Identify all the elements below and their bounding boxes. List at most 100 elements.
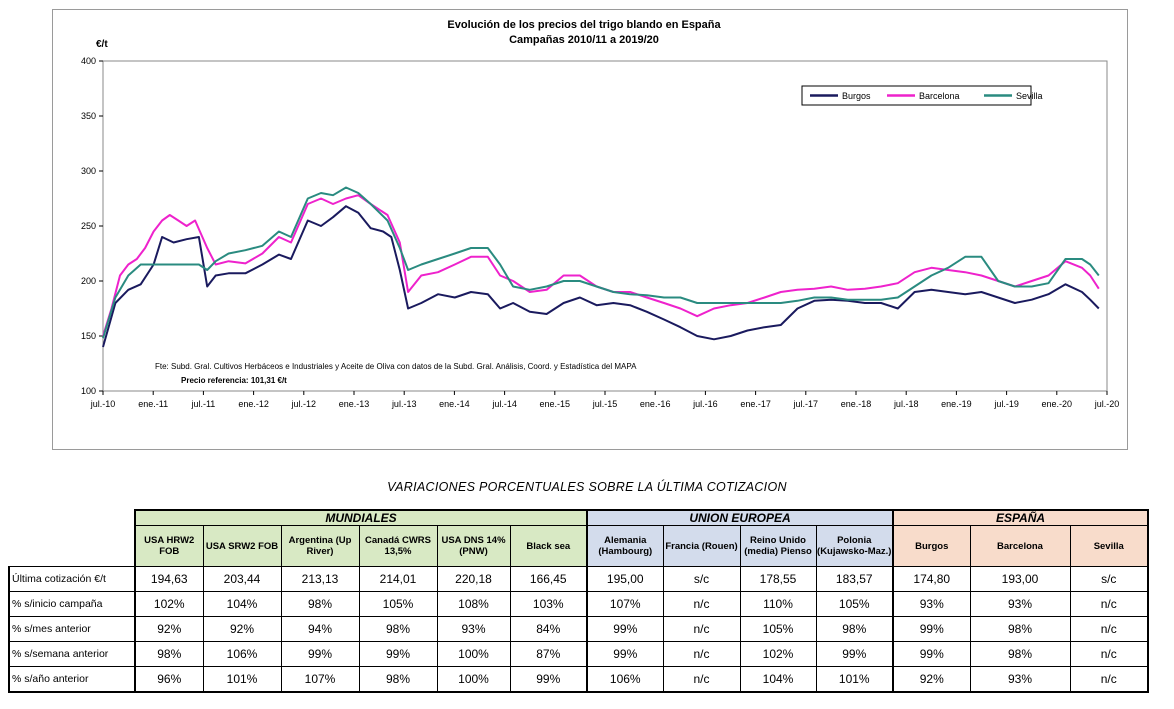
- legend-label: Sevilla: [1016, 91, 1043, 101]
- legend-label: Burgos: [842, 91, 871, 101]
- table-cell: 96%: [134, 666, 204, 693]
- table-cell: n/c: [662, 616, 741, 642]
- table-cell: 99%: [358, 641, 438, 667]
- table-cell: 84%: [509, 616, 588, 642]
- table-cell: 98%: [280, 591, 360, 617]
- source-note: Fte: Subd. Gral. Cultivos Herbáceos e In…: [155, 362, 637, 371]
- table-title: VARIACIONES PORCENTUALES SOBRE LA ÚLTIMA…: [387, 480, 787, 494]
- table-cell: 99%: [509, 666, 588, 693]
- column-header: USA HRW2 FOB: [134, 525, 204, 567]
- table-cell: n/c: [1069, 616, 1149, 642]
- table-cell: 99%: [892, 641, 971, 667]
- column-header: Black sea: [509, 525, 588, 567]
- group-header: UNION EUROPEA: [586, 509, 894, 526]
- table-cell: 103%: [509, 591, 588, 617]
- y-tick-label: 400: [81, 56, 96, 66]
- group-header: MUNDIALES: [134, 509, 588, 526]
- table-cell: 100%: [436, 641, 511, 667]
- x-tick-label: ene.-11: [138, 399, 168, 409]
- y-axis-label: €/t: [96, 39, 108, 50]
- y-tick-label: 100: [81, 386, 96, 396]
- table-cell: 195,00: [586, 566, 664, 592]
- chart-subtitle: Campañas 2010/11 a 2019/20: [509, 34, 659, 46]
- x-tick-label: ene.-12: [238, 399, 269, 409]
- table-cell: 98%: [969, 641, 1071, 667]
- table-cell: 93%: [436, 616, 511, 642]
- series-line-burgos: [102, 205, 1100, 348]
- column-header: Barcelona: [969, 525, 1071, 567]
- chart-title: Evolución de los precios del trigo bland…: [447, 19, 721, 31]
- x-tick-label: jul.-13: [391, 399, 417, 409]
- table-cell: 174,80: [892, 566, 971, 592]
- series-line-sevilla: [102, 186, 1100, 339]
- table-cell: 214,01: [358, 566, 438, 592]
- x-tick-label: ene.-13: [339, 399, 370, 409]
- table-cell: 93%: [969, 666, 1071, 693]
- table-cell: n/c: [1069, 591, 1149, 617]
- table-cell: 93%: [969, 591, 1071, 617]
- table-cell: 105%: [739, 616, 817, 642]
- x-tick-label: jul.-16: [692, 399, 718, 409]
- legend-label: Barcelona: [919, 91, 960, 101]
- legend-box: [801, 85, 1032, 106]
- table-cell: n/c: [662, 591, 741, 617]
- table-cell: 102%: [134, 591, 204, 617]
- chart-axes: 100 150 200 250 300 350 400 jul.-10 ene.-11 jul.-…: [81, 56, 1119, 409]
- table-cell: 92%: [202, 616, 282, 642]
- x-tick-label: jul.-19: [993, 399, 1019, 409]
- x-tick-label: ene.-16: [640, 399, 671, 409]
- table-cell: 102%: [739, 641, 817, 667]
- table-corner-blank: [9, 510, 135, 526]
- x-tick-label: ene.-20: [1042, 399, 1073, 409]
- column-header: Sevilla: [1069, 525, 1149, 567]
- table-cell: 98%: [358, 666, 438, 693]
- group-header: ESPAÑA: [892, 509, 1149, 526]
- table-cell: 93%: [892, 591, 971, 617]
- x-tick-label: ene.-18: [841, 399, 872, 409]
- row-label: Última cotización €/t: [8, 566, 136, 592]
- column-header: Burgos: [892, 525, 971, 567]
- table-cell: 106%: [586, 666, 664, 693]
- table-cell: 99%: [586, 616, 664, 642]
- table-cell: 101%: [202, 666, 282, 693]
- column-header: USA DNS 14% (PNW): [436, 525, 511, 567]
- column-header: Reino Unido (media) Pienso: [739, 525, 817, 567]
- x-tick-label: jul.-17: [793, 399, 819, 409]
- table-cell: n/c: [1069, 666, 1149, 693]
- table-cell: 105%: [815, 591, 894, 617]
- table-cell: 99%: [586, 641, 664, 667]
- table-cell: 107%: [280, 666, 360, 693]
- table-cell: 92%: [134, 616, 204, 642]
- column-header: Argentina (Up River): [280, 525, 360, 567]
- table-cell: 98%: [358, 616, 438, 642]
- table-cell: 100%: [436, 666, 511, 693]
- table-cell: 108%: [436, 591, 511, 617]
- table-cell: 99%: [815, 641, 894, 667]
- x-tick-label: ene.-17: [740, 399, 771, 409]
- x-tick-label: jul.-14: [491, 399, 517, 409]
- table-cell: 166,45: [509, 566, 588, 592]
- y-tick-label: 300: [81, 166, 96, 176]
- table-cell: 178,55: [739, 566, 817, 592]
- x-tick-label: ene.-15: [540, 399, 571, 409]
- table-cell: 110%: [739, 591, 817, 617]
- table-cell: 98%: [969, 616, 1071, 642]
- x-tick-label: jul.-18: [893, 399, 919, 409]
- reference-price-note: Precio referencia: 101,31 €/t: [181, 376, 287, 385]
- table-cell: 220,18: [436, 566, 511, 592]
- x-tick-label: jul.-15: [592, 399, 618, 409]
- table-cell: 99%: [892, 616, 971, 642]
- row-label: % s/semana anterior: [8, 641, 136, 667]
- table-cell: 87%: [509, 641, 588, 667]
- table-cell: 194,63: [134, 566, 204, 592]
- x-tick-label: ene.-14: [439, 399, 470, 409]
- x-tick-label: jul.-10: [90, 399, 116, 409]
- column-header: Alemania (Hambourg): [586, 525, 664, 567]
- x-tick-label: jul.-20: [1094, 399, 1120, 409]
- y-tick-label: 250: [81, 221, 96, 231]
- table-cell: 193,00: [969, 566, 1071, 592]
- row-label: % s/año anterior: [8, 666, 136, 693]
- x-tick-label: ene.-19: [941, 399, 972, 409]
- table-cell: 213,13: [280, 566, 360, 592]
- table-cell: s/c: [1069, 566, 1149, 592]
